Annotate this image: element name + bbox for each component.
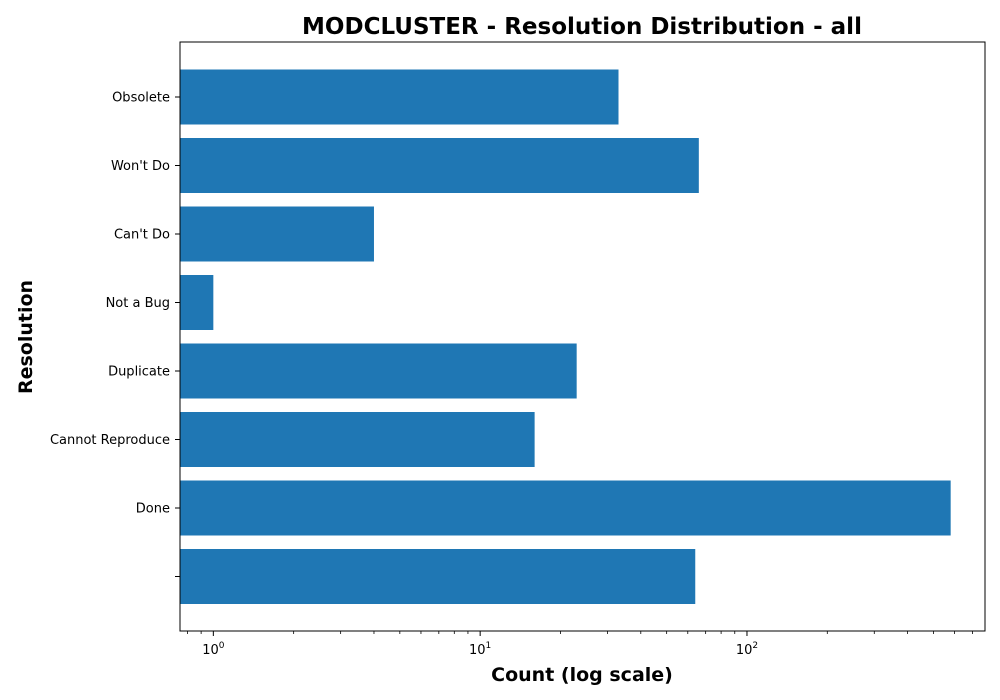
bar-can-t-do <box>180 206 374 262</box>
bars-group <box>180 69 951 604</box>
y-ticks-group: Done Cannot Reproduce Duplicate Not a Bug Ca… <box>50 91 180 577</box>
x-ticks-group: 100 101 102 <box>187 631 973 658</box>
x-axis-label: Count (log scale) <box>491 664 673 686</box>
y-axis-label: Resolution <box>15 280 37 394</box>
bar-unlabeled <box>180 549 696 604</box>
y-tick-label: Cannot Reproduce <box>50 433 170 448</box>
y-tick-label: Won't Do <box>111 159 170 174</box>
plot-frame <box>179 41 986 632</box>
chart-title: MODCLUSTER - Resolution Distribution - a… <box>302 14 862 40</box>
x-tick-label: 100 <box>202 641 225 658</box>
y-tick-label: Obsolete <box>112 91 170 106</box>
bar-won-t-do <box>180 138 699 193</box>
y-tick-label: Can't Do <box>114 228 170 243</box>
bar-cannot-reproduce <box>180 412 535 467</box>
bar-done <box>180 480 951 536</box>
bar-duplicate <box>180 343 577 399</box>
y-tick-label: Not a Bug <box>106 296 170 311</box>
x-tick-label: 101 <box>469 641 491 658</box>
x-tick-label: 102 <box>736 641 758 658</box>
y-tick-label: Duplicate <box>108 365 170 380</box>
bar-not-a-bug <box>180 275 214 330</box>
y-tick-label: Done <box>136 502 170 517</box>
bar-obsolete <box>180 69 619 125</box>
